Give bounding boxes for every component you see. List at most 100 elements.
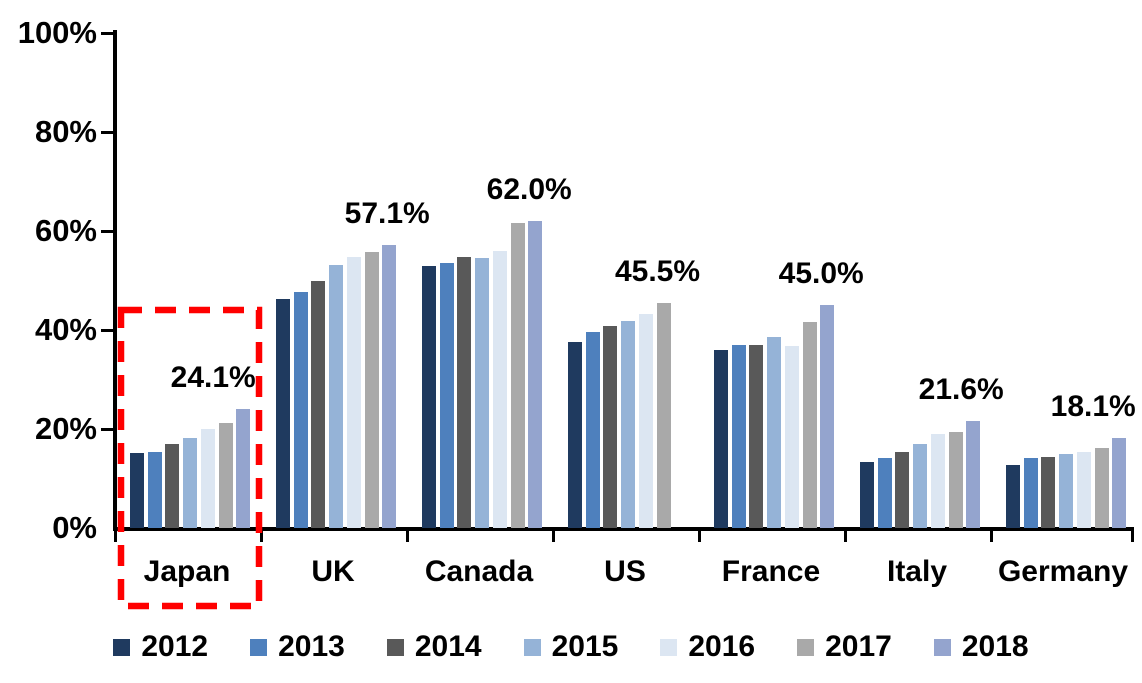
category-label-france: France: [721, 555, 821, 588]
x-tick-mark: [114, 531, 117, 542]
bar-italy-2013: [877, 457, 892, 528]
bar-france-2018: [820, 305, 835, 528]
bar-us-2014: [603, 326, 618, 528]
bar-france-2016: [784, 346, 799, 528]
bar-france-2017: [802, 321, 817, 528]
legend-item-2012: 2012: [113, 631, 208, 663]
bar-uk-2013: [293, 292, 308, 528]
bar-canada-2016: [492, 250, 507, 528]
y-tick-mark: [101, 230, 113, 233]
bar-uk-2018: [382, 245, 397, 528]
legend-label-2014: 2014: [414, 630, 482, 663]
y-axis-line: [113, 30, 117, 531]
bar-france-2014: [749, 344, 764, 528]
bar-uk-2015: [329, 265, 344, 528]
x-axis-line: [113, 527, 1134, 531]
legend-label-2013: 2013: [278, 630, 345, 663]
data-label-italy: 21.6%: [918, 373, 1004, 407]
category-label-italy: Italy: [886, 555, 948, 588]
y-tick-label: 0%: [52, 510, 97, 545]
x-tick-mark: [698, 531, 701, 542]
bar-germany-2018: [1112, 438, 1127, 528]
legend-swatch-2014: [386, 638, 404, 656]
data-label-france: 45.0%: [778, 257, 864, 291]
data-label-germany: 18.1%: [1050, 390, 1136, 424]
category-label-japan: Japan: [143, 555, 231, 588]
legend-swatch-2016: [660, 638, 678, 656]
legend-item-2016: 2016: [660, 631, 755, 663]
bar-germany-2014: [1041, 456, 1056, 528]
bar-france-2012: [714, 350, 728, 528]
bar-canada-2012: [422, 266, 436, 528]
bar-uk-2017: [364, 251, 379, 528]
legend-swatch-2012: [113, 638, 131, 656]
x-tick-mark: [990, 531, 993, 542]
y-tick-label: 100%: [17, 15, 97, 50]
data-label-canada: 62.0%: [486, 173, 572, 207]
bar-japan-2012: [130, 453, 144, 528]
legend-swatch-2018: [933, 638, 951, 656]
bar-japan-2013: [147, 452, 162, 528]
legend-item-2017: 2017: [797, 631, 892, 663]
bar-germany-2017: [1094, 448, 1109, 528]
legend-label-2018: 2018: [961, 630, 1029, 663]
legend-item-2014: 2014: [386, 630, 482, 663]
bar-japan-2015: [183, 437, 198, 528]
category-label-uk: UK: [311, 555, 355, 588]
bar-italy-2018: [966, 421, 981, 528]
legend-label-2016: 2016: [688, 630, 756, 663]
bar-japan-2018: [236, 408, 251, 528]
bar-germany-2015: [1059, 454, 1074, 528]
y-tick-label: 80%: [34, 114, 97, 149]
data-label-japan: 24.1%: [170, 360, 256, 394]
legend-swatch-2013: [250, 638, 268, 656]
y-tick-label: 20%: [34, 411, 97, 446]
bar-germany-2012: [1006, 465, 1020, 528]
data-label-uk: 57.1%: [344, 197, 430, 231]
bar-france-2013: [731, 344, 746, 528]
bar-canada-2014: [457, 256, 472, 528]
bar-us-2013: [585, 331, 600, 528]
category-label-us: US: [604, 555, 646, 588]
bar-canada-2017: [510, 222, 525, 528]
x-tick-mark: [552, 531, 555, 542]
category-label-germany: Germany: [997, 555, 1129, 588]
bar-canada-2013: [439, 263, 454, 528]
y-tick-mark: [101, 32, 113, 35]
legend-label-2017: 2017: [825, 630, 892, 663]
bar-japan-2016: [200, 429, 215, 528]
bar-france-2015: [767, 337, 782, 528]
y-tick-mark: [101, 329, 113, 332]
bar-us-2012: [568, 341, 582, 528]
bar-uk-2016: [346, 256, 361, 528]
y-tick-mark: [101, 131, 113, 134]
bar-italy-2015: [913, 443, 928, 528]
bar-uk-2012: [276, 299, 290, 528]
y-tick-mark: [101, 428, 113, 431]
legend-item-2015: 2015: [523, 630, 619, 663]
legend-item-2018: 2018: [933, 630, 1029, 663]
legend-label-2012: 2012: [141, 630, 209, 663]
bar-japan-2017: [218, 422, 233, 528]
data-label-us: 45.5%: [614, 254, 701, 288]
x-tick-mark: [406, 531, 409, 542]
legend-swatch-2015: [523, 638, 541, 656]
bar-italy-2016: [930, 433, 945, 528]
bar-canada-2018: [528, 221, 543, 528]
x-tick-mark: [1131, 531, 1134, 542]
bar-germany-2016: [1076, 451, 1091, 528]
category-label-canada: Canada: [424, 555, 534, 588]
bar-italy-2014: [895, 451, 910, 528]
legend-item-2013: 2013: [250, 631, 345, 663]
x-tick-mark: [260, 531, 263, 542]
legend-swatch-2017: [797, 638, 815, 656]
bar-canada-2015: [475, 258, 490, 528]
bar-us-2017: [656, 302, 671, 528]
bar-us-2015: [621, 321, 636, 528]
bar-italy-2017: [948, 432, 963, 528]
bar-japan-2014: [165, 444, 180, 528]
bar-germany-2013: [1023, 458, 1038, 528]
x-tick-mark: [844, 531, 847, 542]
legend-label-2015: 2015: [551, 630, 619, 663]
y-tick-label: 40%: [34, 312, 97, 347]
